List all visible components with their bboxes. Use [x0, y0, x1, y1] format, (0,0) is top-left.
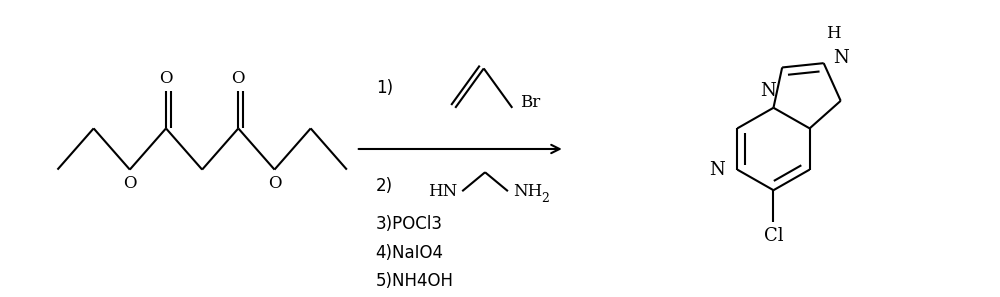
Text: 3)POCl3: 3)POCl3: [376, 214, 443, 233]
Text: O: O: [232, 70, 245, 87]
Text: H: H: [826, 25, 841, 42]
Text: 2: 2: [541, 192, 549, 205]
Text: O: O: [123, 175, 137, 192]
Text: N: N: [761, 82, 776, 100]
Text: O: O: [159, 70, 173, 87]
Text: NH: NH: [513, 183, 542, 200]
Text: Cl: Cl: [764, 228, 783, 246]
Text: N: N: [834, 49, 849, 67]
Text: 4)NaIO4: 4)NaIO4: [376, 244, 444, 262]
Text: N: N: [710, 161, 725, 178]
Text: 1): 1): [376, 79, 393, 97]
Text: O: O: [268, 175, 281, 192]
Text: 5)NH4OH: 5)NH4OH: [376, 272, 454, 290]
Text: HN: HN: [428, 183, 457, 200]
Text: Br: Br: [520, 94, 540, 111]
Text: 2): 2): [376, 177, 393, 195]
